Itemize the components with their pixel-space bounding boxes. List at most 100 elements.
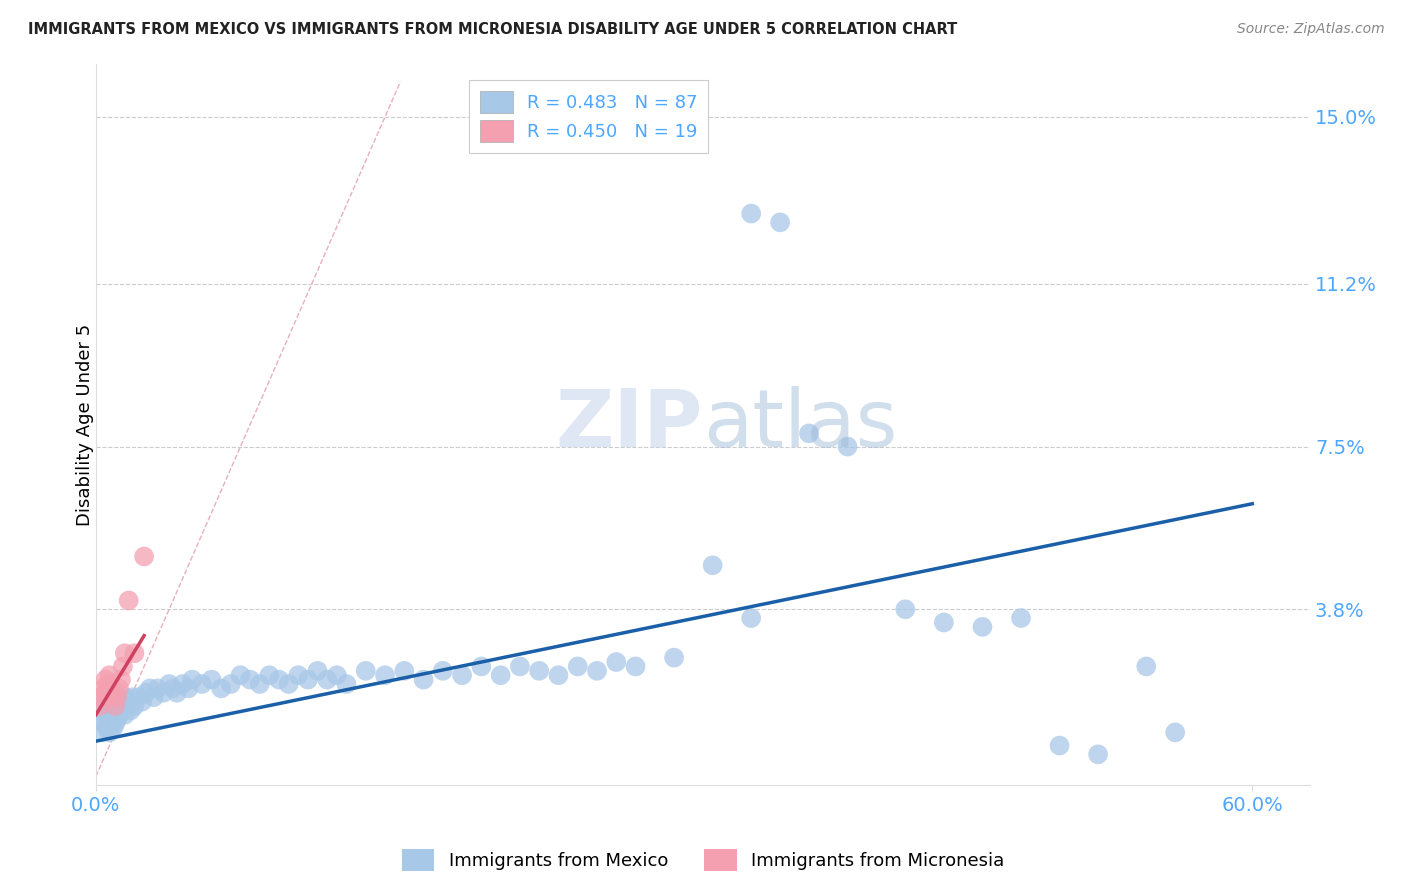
Point [110,673,132,687]
Point [98,668,121,682]
Point [108,695,131,709]
Point [470,659,492,673]
Point [374,668,396,682]
Point [307,664,329,678]
Point [96,721,118,735]
Point [114,690,136,705]
Point [110,703,132,717]
Point [837,440,859,454]
Point [181,673,204,687]
Point [111,659,134,673]
Point [115,698,138,713]
Point [100,703,122,717]
Point [509,659,531,673]
Point [740,611,762,625]
Point [114,646,136,660]
Point [111,698,134,713]
Legend: Immigrants from Mexico, Immigrants from Micronesia: Immigrants from Mexico, Immigrants from … [395,842,1011,879]
Point [139,681,162,696]
Point [103,686,125,700]
Point [277,677,299,691]
Point [797,426,820,441]
Point [124,698,146,713]
Point [142,690,165,705]
Text: Source: ZipAtlas.com: Source: ZipAtlas.com [1237,22,1385,37]
Point [121,690,143,705]
Point [177,681,200,696]
Point [94,698,117,713]
Point [972,620,994,634]
Point [432,664,454,678]
Point [249,677,271,691]
Point [316,673,339,687]
Point [127,690,149,705]
Point [219,677,242,691]
Point [124,646,146,660]
Point [259,668,281,682]
Point [335,677,357,691]
Y-axis label: Disability Age Under 5: Disability Age Under 5 [76,324,94,525]
Point [94,686,117,700]
Point [94,712,117,726]
Point [172,677,194,691]
Point [98,712,121,726]
Point [104,703,127,717]
Point [104,698,127,713]
Point [98,725,121,739]
Point [152,686,174,700]
Point [114,707,136,722]
Point [162,681,184,696]
Point [105,712,128,726]
Point [135,686,157,700]
Point [1087,747,1109,762]
Point [412,673,434,687]
Point [108,707,131,722]
Point [354,664,377,678]
Point [267,673,290,687]
Point [229,668,252,682]
Legend: R = 0.483   N = 87, R = 0.450   N = 19: R = 0.483 N = 87, R = 0.450 N = 19 [470,80,709,153]
Point [297,673,319,687]
Point [567,659,589,673]
Point [200,673,222,687]
Point [96,677,118,691]
Point [191,677,214,691]
Point [146,681,169,696]
Text: IMMIGRANTS FROM MEXICO VS IMMIGRANTS FROM MICRONESIA DISABILITY AGE UNDER 5 CORR: IMMIGRANTS FROM MEXICO VS IMMIGRANTS FRO… [28,22,957,37]
Point [605,655,627,669]
Point [104,716,127,731]
Point [96,707,118,722]
Point [932,615,955,630]
Point [93,716,115,731]
Point [157,677,180,691]
Point [769,215,792,229]
Text: ZIP: ZIP [555,385,703,464]
Point [93,681,115,696]
Point [624,659,647,673]
Point [103,707,125,722]
Point [326,668,349,682]
Point [662,650,685,665]
Point [287,668,309,682]
Point [105,698,128,713]
Point [547,668,569,682]
Point [90,690,112,705]
Point [527,664,550,678]
Point [118,695,141,709]
Point [740,206,762,220]
Point [209,681,232,696]
Point [98,690,121,705]
Point [894,602,917,616]
Point [166,686,188,700]
Point [118,593,141,607]
Point [131,695,153,709]
Point [1164,725,1187,739]
Point [105,690,128,705]
Point [103,721,125,735]
Point [94,673,117,687]
Point [132,549,155,564]
Point [394,664,416,678]
Point [1049,739,1071,753]
Point [702,558,724,573]
Point [100,716,122,731]
